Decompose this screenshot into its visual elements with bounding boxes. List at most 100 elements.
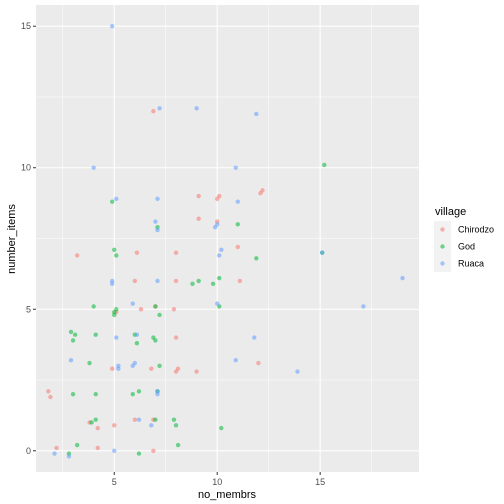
point-ruaca	[400, 275, 405, 281]
point-chirodzo	[260, 188, 265, 193]
point-chirodzo	[237, 278, 243, 284]
point-chirodzo	[151, 108, 156, 114]
point-god	[153, 304, 158, 309]
point-chirodzo	[173, 250, 179, 255]
point-ruaca	[155, 196, 160, 202]
legend-title: village	[435, 206, 466, 218]
legend-symbol-god	[440, 244, 445, 249]
point-god	[173, 423, 179, 428]
point-god	[190, 281, 195, 286]
point-ruaca	[235, 199, 240, 204]
point-chirodzo	[217, 193, 222, 199]
point-god	[68, 329, 74, 335]
point-god	[153, 338, 158, 343]
point-god	[254, 256, 259, 261]
point-god	[175, 442, 181, 448]
point-chirodzo	[74, 253, 80, 258]
point-chirodzo	[95, 445, 100, 451]
point-ruaca	[217, 253, 222, 258]
legend-label-ruaca: Ruaca	[458, 259, 484, 269]
point-ruaca	[155, 391, 160, 397]
point-god	[157, 363, 162, 369]
point-god	[91, 304, 96, 309]
point-chirodzo	[256, 360, 261, 366]
point-ruaca	[153, 219, 158, 224]
point-ruaca	[219, 247, 224, 253]
point-god	[70, 338, 76, 343]
point-ruaca	[233, 165, 238, 170]
point-ruaca	[52, 451, 57, 456]
point-chirodzo	[54, 445, 59, 451]
point-god	[93, 417, 98, 422]
point-chirodzo	[48, 394, 53, 400]
point-god	[217, 275, 222, 281]
point-chirodzo	[194, 369, 199, 374]
y-tick-label: 10	[21, 163, 31, 173]
minor-gridlines	[36, 5, 419, 472]
point-god	[134, 341, 140, 346]
point-chirodzo	[149, 366, 154, 371]
legend: village Chirodzo God Ruaca	[434, 206, 494, 272]
point-chirodzo	[171, 307, 177, 312]
point-chirodzo	[134, 250, 140, 255]
x-tick-label: 10	[212, 477, 222, 487]
point-god	[87, 360, 92, 366]
point-chirodzo	[196, 193, 201, 199]
point-ruaca	[252, 335, 257, 340]
major-gridlines	[36, 5, 419, 472]
y-tick-label: 15	[21, 21, 31, 31]
point-chirodzo	[112, 423, 117, 428]
point-god	[70, 391, 76, 397]
point-ruaca	[254, 111, 259, 117]
point-chirodzo	[235, 244, 240, 250]
point-ruaca	[109, 24, 115, 29]
point-chirodzo	[173, 278, 179, 284]
point-ruaca	[155, 227, 160, 233]
point-chirodzo	[138, 307, 144, 312]
point-ruaca	[157, 106, 162, 111]
legend-label-chirodzo: Chirodzo	[458, 225, 494, 235]
point-god	[112, 247, 117, 253]
point-ruaca	[155, 278, 160, 284]
point-ruaca	[114, 196, 119, 202]
point-chirodzo	[173, 369, 179, 374]
point-ruaca	[68, 358, 74, 363]
point-ruaca	[320, 250, 325, 255]
point-god	[171, 417, 177, 422]
data-points	[46, 24, 405, 459]
point-ruaca	[109, 281, 115, 286]
x-tick-label: 5	[112, 477, 117, 487]
point-chirodzo	[46, 389, 51, 394]
point-chirodzo	[151, 448, 156, 453]
point-ruaca	[233, 358, 238, 363]
x-axis-title: no_membrs	[198, 489, 257, 501]
point-ruaca	[215, 301, 220, 306]
point-god	[114, 253, 119, 258]
point-ruaca	[136, 417, 142, 422]
point-god	[93, 332, 98, 337]
point-god	[219, 425, 224, 431]
point-god	[235, 222, 240, 227]
legend-symbol-chirodzo	[440, 227, 445, 232]
point-ruaca	[194, 106, 199, 111]
point-chirodzo	[132, 278, 138, 284]
point-ruaca	[361, 304, 366, 309]
point-god	[210, 281, 216, 286]
point-god	[157, 312, 162, 318]
point-god	[72, 332, 78, 337]
point-chirodzo	[109, 366, 115, 371]
point-god	[153, 417, 158, 422]
point-god	[196, 278, 201, 284]
x-axis-ticks: 5 10 15	[112, 472, 325, 487]
point-ruaca	[130, 301, 135, 306]
point-god	[136, 389, 142, 394]
point-god	[322, 162, 327, 168]
point-ruaca	[149, 423, 154, 428]
point-god	[89, 420, 94, 425]
point-ruaca	[112, 448, 117, 453]
legend-label-god: God	[458, 242, 475, 252]
legend-symbol-ruaca	[440, 261, 445, 266]
y-axis-title: number_items	[6, 204, 18, 274]
point-ruaca	[295, 369, 300, 374]
